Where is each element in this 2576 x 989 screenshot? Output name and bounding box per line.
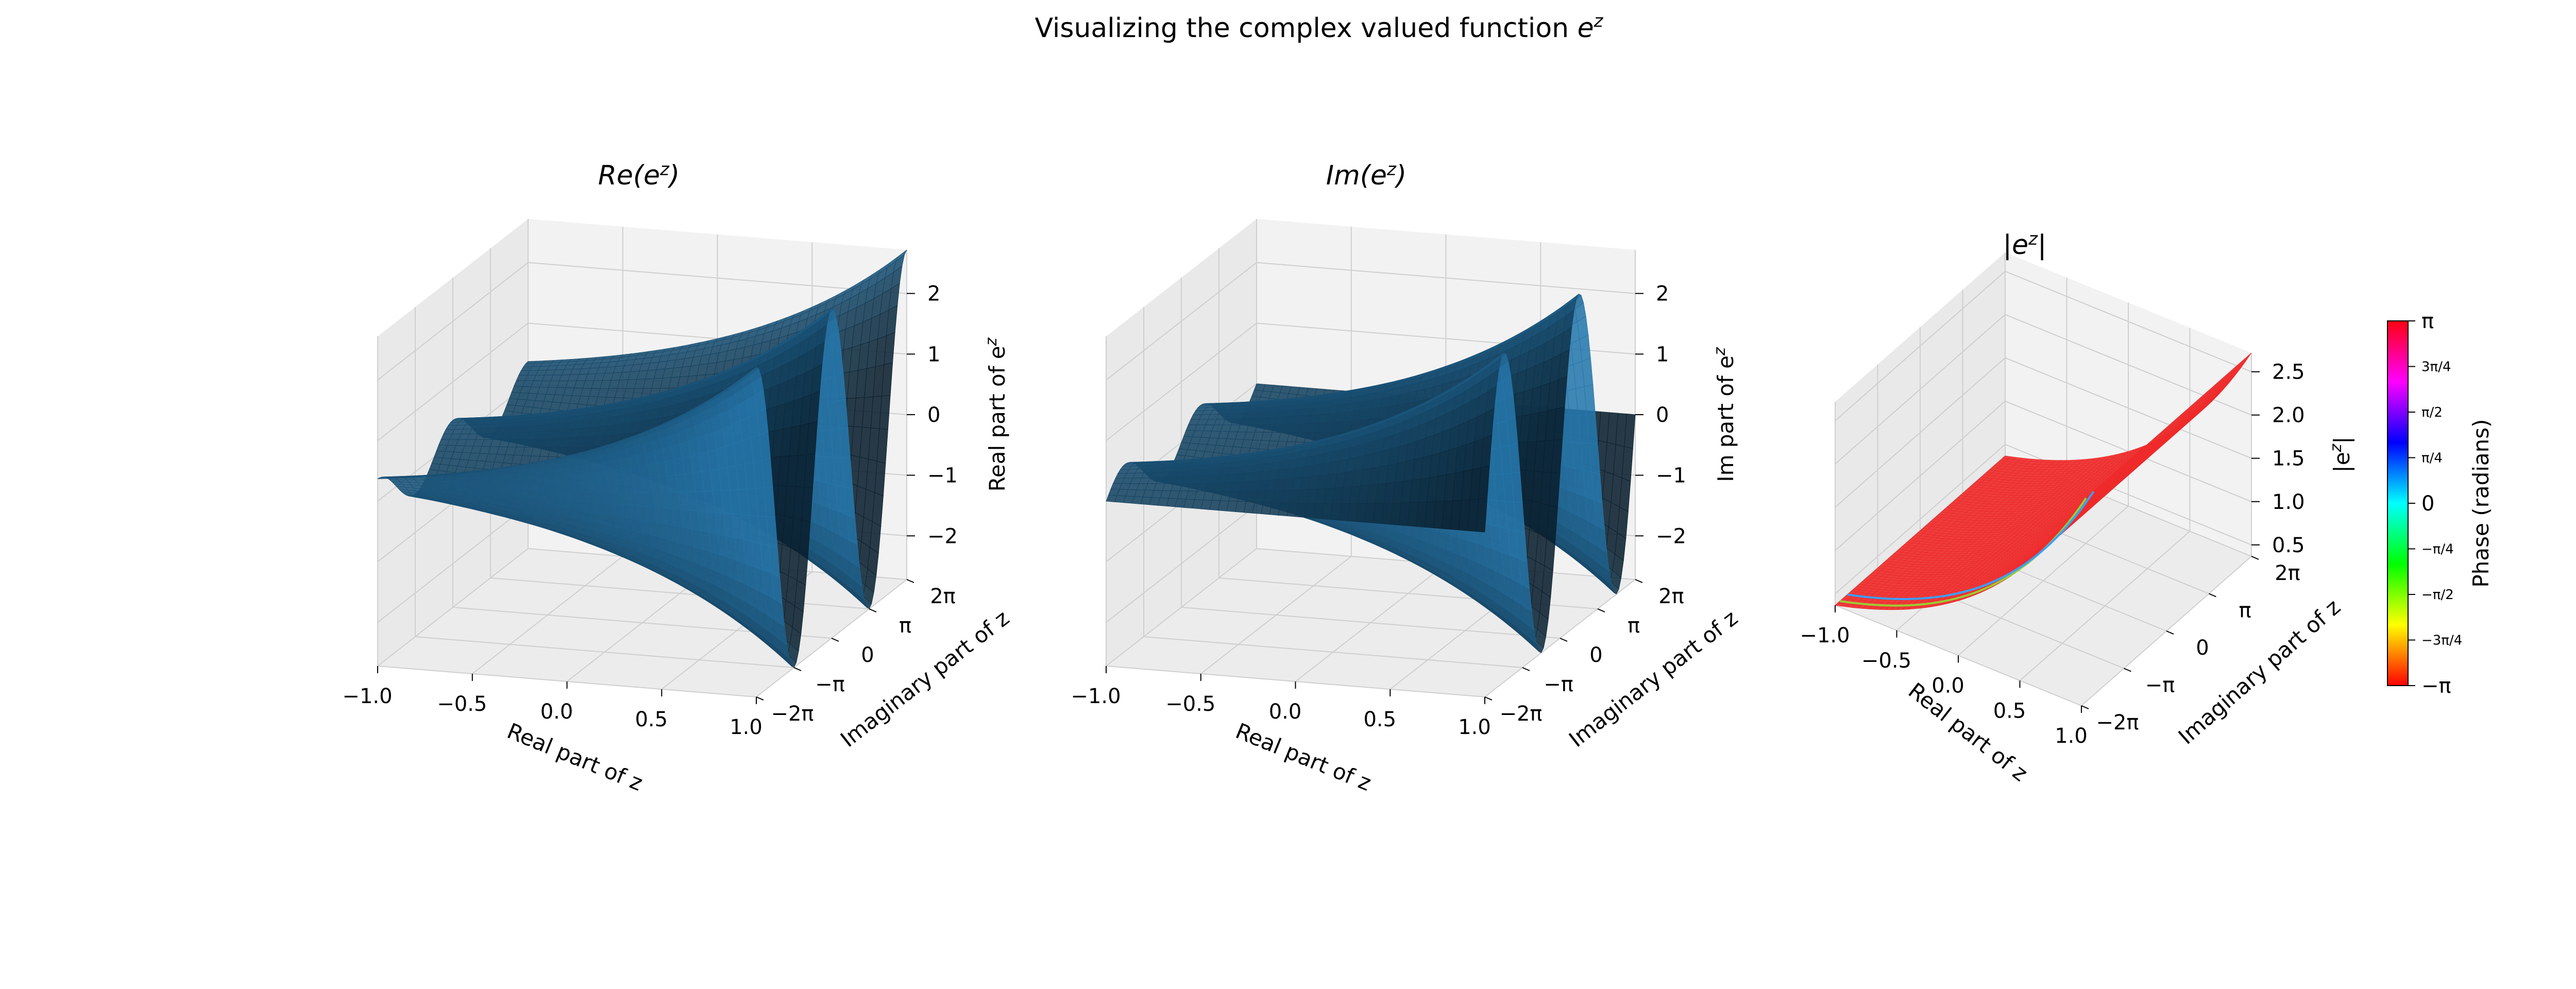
grid-line-y: [452, 278, 832, 639]
y-tick-label: −π: [815, 673, 845, 696]
y-tick: [831, 638, 839, 642]
z-tick-label: 0: [927, 403, 940, 427]
x-axis-label: Real part of z: [503, 718, 646, 796]
y-tick: [756, 696, 764, 701]
grid-line-z: [377, 262, 907, 381]
y-tick-label: 2π: [930, 585, 956, 608]
grid-line-y: [415, 307, 794, 668]
panel-title: Re(ez): [598, 159, 680, 191]
z-tick-label: −1: [927, 464, 958, 488]
x-tick-label: −0.5: [437, 692, 487, 716]
z-axis-label: Real part of ez: [982, 337, 1010, 491]
y-tick: [793, 667, 802, 671]
x-tick-label: 0.0: [540, 700, 573, 724]
y-tick: [906, 579, 914, 583]
x-tick-label: 1.0: [730, 715, 762, 739]
panel-real-part: −1.0 −0.5 0.0 0.5 1.0 −2π−π 0 π 2π −2 −1 0 1 2 Real pa…: [342, 159, 1014, 796]
figure-title: Visualizing the complex valued function …: [1035, 11, 1603, 44]
z-tick-label: −2: [927, 524, 958, 548]
y-tick-label: 0: [861, 643, 874, 667]
surface: [377, 249, 907, 668]
y-axis-label: Imaginary part of z: [836, 605, 1014, 752]
y-tick: [869, 608, 877, 612]
z-tick-label: 1: [927, 343, 940, 366]
y-tick-label: π: [899, 614, 911, 638]
x-tick-label: −1.0: [342, 685, 392, 708]
y-tick-label: −2π: [771, 702, 814, 726]
x-tick-label: 0.5: [635, 708, 668, 731]
z-tick-label: 2: [927, 282, 940, 306]
